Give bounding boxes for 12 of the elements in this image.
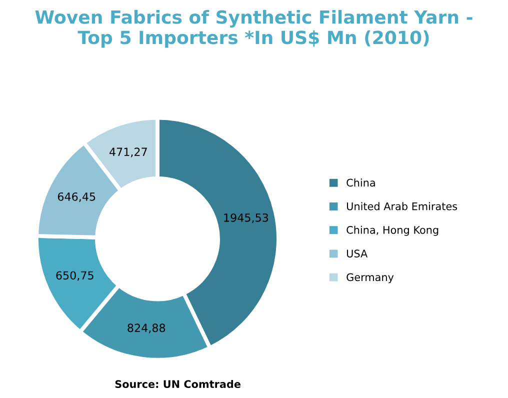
legend-label: USA: [346, 250, 368, 258]
legend-label: China, Hong Kong: [346, 226, 438, 236]
data-label: 646,45: [58, 192, 96, 202]
legend-label: Germany: [346, 273, 394, 284]
data-label: 824,88: [128, 324, 166, 334]
legend-label: United Arab Emirates: [346, 202, 458, 210]
chart-title: Woven Fabrics of Synthetic Filament Yarn - Top 5 Importers *In US$ Mn (2010): [35, 10, 472, 48]
data-label: 650,75: [56, 271, 94, 281]
legend-label: China: [346, 178, 375, 187]
data-label: 1945,53: [224, 213, 268, 223]
data-label: 471,27: [110, 148, 147, 158]
source-note: Source: UN Comtrade: [115, 380, 240, 388]
